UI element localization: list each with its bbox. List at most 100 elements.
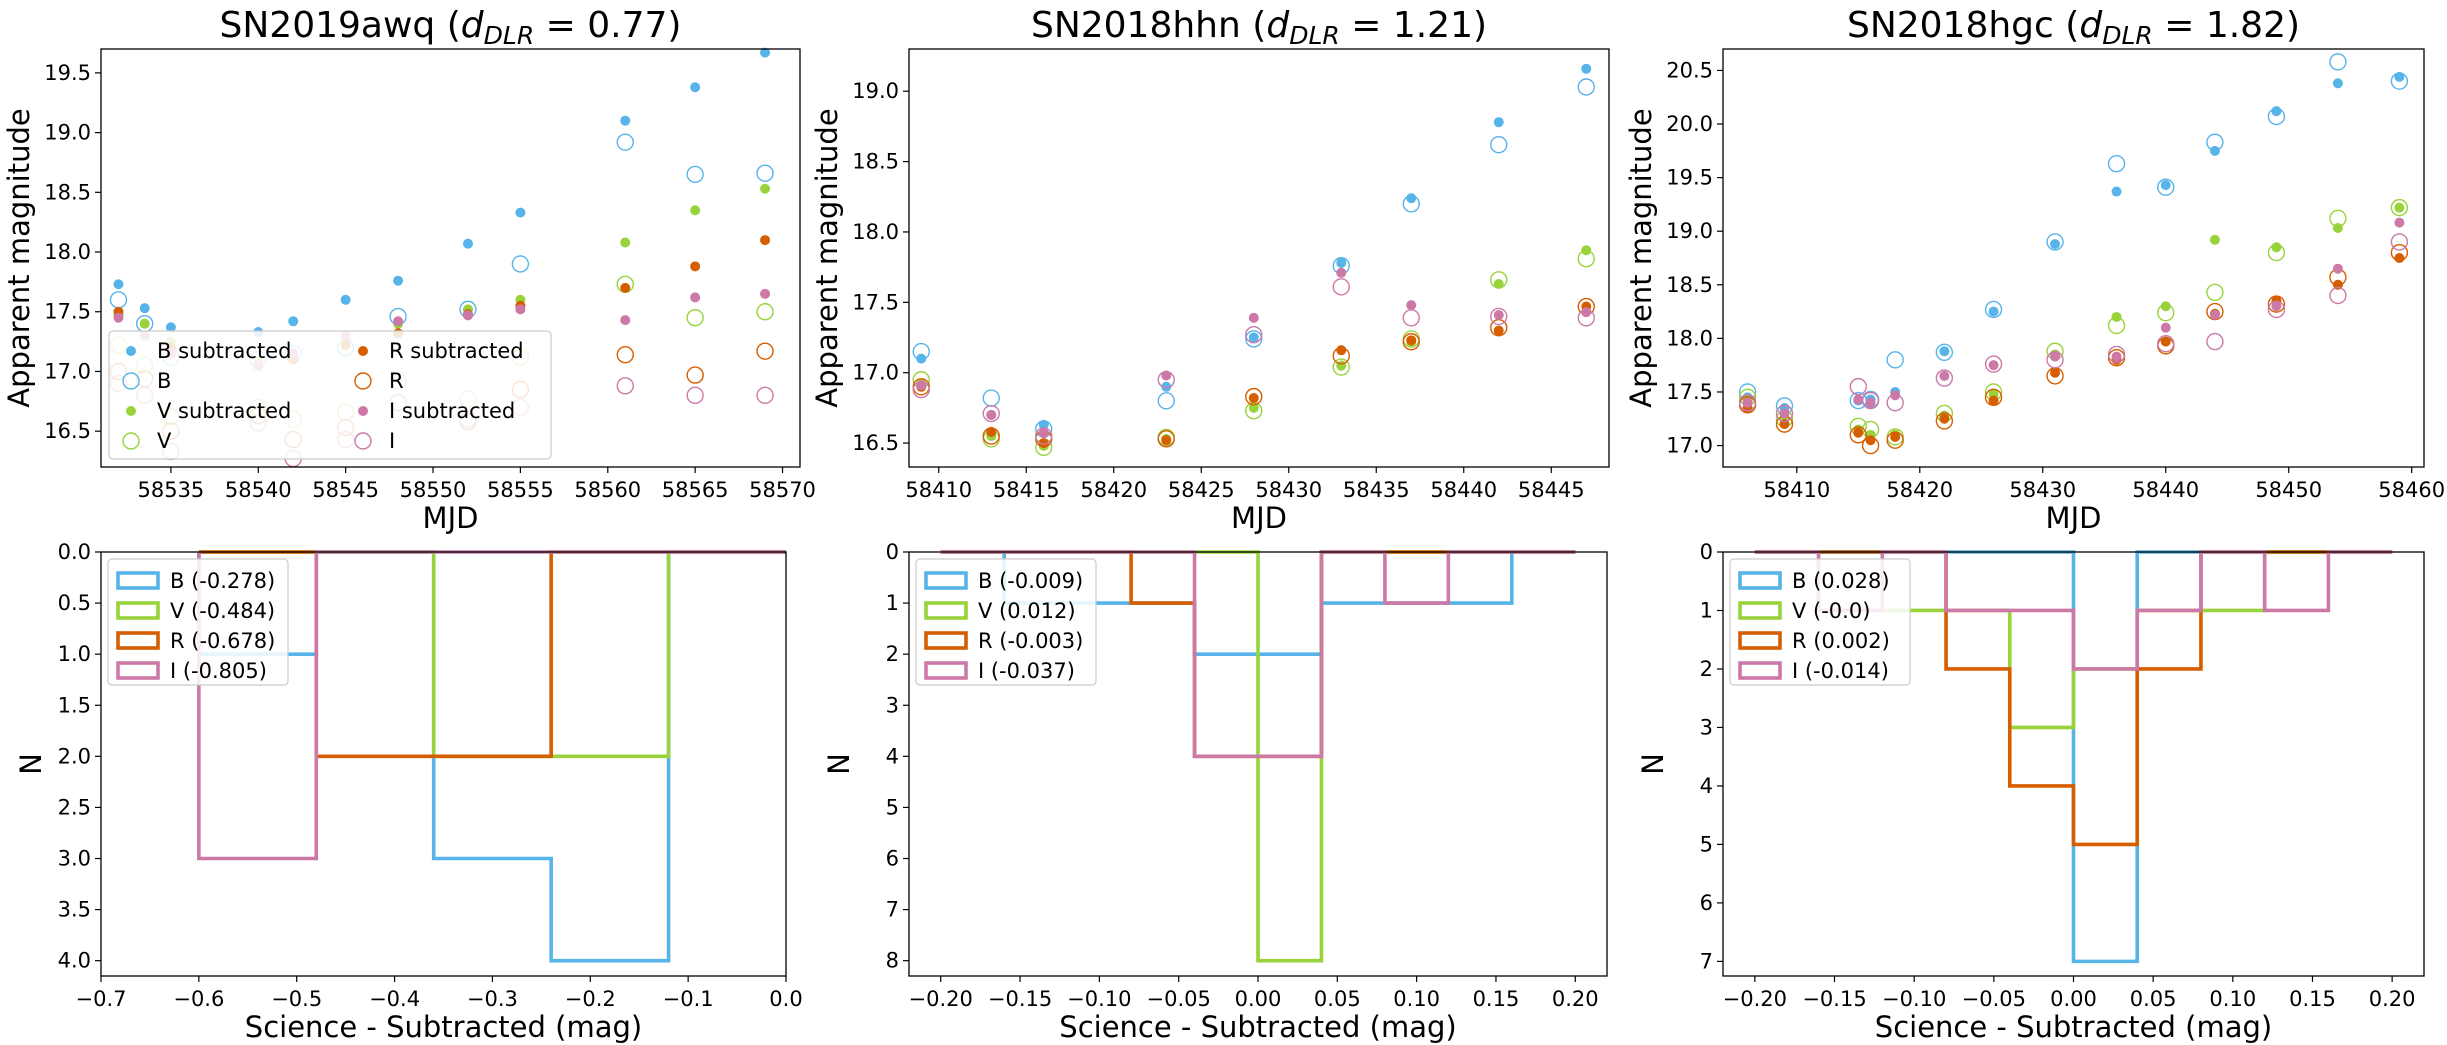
legend-label: V (-0.0): [1792, 599, 1870, 623]
y-tick-label: 3.5: [58, 898, 91, 922]
title-dlr-subscript: DLR: [1289, 21, 1340, 50]
title-dlr-eq: =: [534, 5, 587, 46]
x-tick-label: −0.1: [663, 987, 714, 1011]
panel-title-name: SN2018hhn: [1031, 5, 1241, 46]
x-tick-label: 58550: [400, 478, 467, 502]
x-axis-label: MJD: [1231, 501, 1287, 535]
x-tick-label: −0.6: [173, 987, 224, 1011]
legend-marker-V-science: [122, 432, 140, 450]
point-I-science: [1775, 404, 1794, 423]
x-axis-label: Science - Subtracted (mag): [1059, 1010, 1456, 1044]
point-R-science: [1984, 388, 2003, 407]
point-B-science: [2267, 107, 2286, 126]
y-axis-label: N: [822, 753, 856, 775]
point-I-science: [1332, 278, 1350, 296]
point-B-subtracted: [1581, 63, 1592, 74]
point-I-subtracted: [760, 288, 771, 299]
legend-swatch-I: [924, 661, 968, 680]
legend-swatch-R: [116, 631, 160, 650]
point-I-science: [1245, 326, 1263, 344]
legend-swatch-B: [1738, 571, 1782, 590]
legend-marker-I-subtracted: [358, 406, 368, 416]
title-dlr-prefix: (: [2054, 5, 2080, 46]
y-axis-label: Apparent magnitude: [2, 108, 36, 407]
point-B-subtracted: [2050, 239, 2061, 250]
point-B-science: [616, 133, 634, 151]
point-B-science: [2329, 53, 2347, 71]
point-B-science: [511, 255, 530, 273]
legend-marker-R-science: [354, 372, 372, 390]
point-R-science: [756, 342, 774, 360]
point-R-science: [686, 366, 704, 384]
x-tick-label: −0.05: [1147, 987, 1211, 1011]
title-dlr-subscript: DLR: [2102, 21, 2153, 50]
point-V-subtracted: [1336, 360, 1347, 371]
point-I-subtracted: [2394, 217, 2405, 228]
point-B-subtracted: [1336, 257, 1347, 268]
point-R-subtracted: [1038, 438, 1049, 449]
x-tick-label: 58445: [1518, 478, 1585, 502]
title-dlr-symbol: d: [461, 5, 485, 46]
point-B-subtracted: [1406, 193, 1417, 204]
title-dlr-subscript: DLR: [484, 21, 535, 50]
legend-label: V (0.012): [978, 599, 1076, 623]
y-tick-label: 7: [886, 898, 899, 922]
y-tick-label: 18.0: [44, 240, 91, 264]
point-B-subtracted: [690, 82, 701, 93]
legend-label: R (-0.678): [170, 629, 275, 653]
y-axis-label: Apparent magnitude: [1624, 108, 1658, 407]
y-tick-label: 4: [1700, 774, 1713, 798]
point-R-science: [1245, 387, 1263, 406]
x-tick-label: 58410: [1763, 478, 1830, 502]
x-axis-label: MJD: [423, 501, 479, 535]
axes-frame: [100, 551, 787, 977]
x-tick-label: 58555: [487, 478, 554, 502]
legend-marker-I-science: [354, 432, 372, 450]
x-tick-label: 58540: [225, 478, 292, 502]
y-tick-label: 19.0: [44, 121, 91, 145]
y-tick-label: 1.5: [58, 693, 91, 717]
point-I-science: [2206, 332, 2224, 351]
legend-label: R (0.002): [1792, 629, 1890, 653]
legend-label: B subtracted: [157, 339, 291, 363]
y-tick-label: 20.0: [1666, 112, 1713, 136]
point-B-science: [2046, 233, 2064, 251]
x-tick-label: −0.20: [1723, 987, 1787, 1011]
point-I-science: [2267, 300, 2286, 319]
x-tick-label: 0.0: [769, 987, 802, 1011]
point-B-subtracted: [515, 207, 526, 218]
title-dlr-value: 1.82: [2206, 5, 2286, 46]
x-tick-label: 0.15: [1473, 987, 1520, 1011]
panel-title-name: SN2019awq: [220, 5, 436, 46]
legend-label: V (-0.484): [170, 599, 275, 623]
point-R-science: [2267, 295, 2286, 313]
point-V-subtracted: [690, 205, 701, 216]
point-B-science: [2206, 133, 2224, 151]
point-V-subtracted: [1493, 279, 1504, 290]
x-axis-label: MJD: [2046, 501, 2102, 535]
point-I-subtracted: [1038, 428, 1049, 439]
y-tick-label: 17.0: [852, 361, 899, 385]
legend-label: R (-0.003): [978, 629, 1083, 653]
y-tick-label: 4: [886, 744, 899, 768]
y-tick-label: 2: [1700, 657, 1713, 681]
point-B-science: [1402, 195, 1420, 213]
x-tick-label: 58420: [1080, 478, 1147, 502]
y-tick-label: 0.5: [58, 591, 91, 615]
point-I-subtracted: [2160, 322, 2171, 333]
y-tick-label: 6: [886, 847, 899, 871]
point-V-science: [2267, 243, 2286, 262]
point-I-science: [1157, 371, 1175, 389]
point-B-subtracted: [2111, 186, 2122, 197]
legend-swatch-V: [116, 601, 160, 620]
y-tick-label: 1: [1700, 598, 1713, 622]
x-axis-label: Science - Subtracted (mag): [1875, 1010, 2272, 1044]
point-I-subtracted: [690, 292, 701, 303]
panel-title-name: SN2018hgc: [1847, 5, 2054, 46]
y-tick-label: 19.5: [44, 61, 91, 85]
axes-frame: [908, 48, 1610, 468]
legend-swatch-V: [1738, 601, 1782, 620]
point-I-science: [686, 386, 704, 405]
y-tick-label: 3: [886, 693, 899, 717]
legend-swatch-R: [924, 631, 968, 650]
